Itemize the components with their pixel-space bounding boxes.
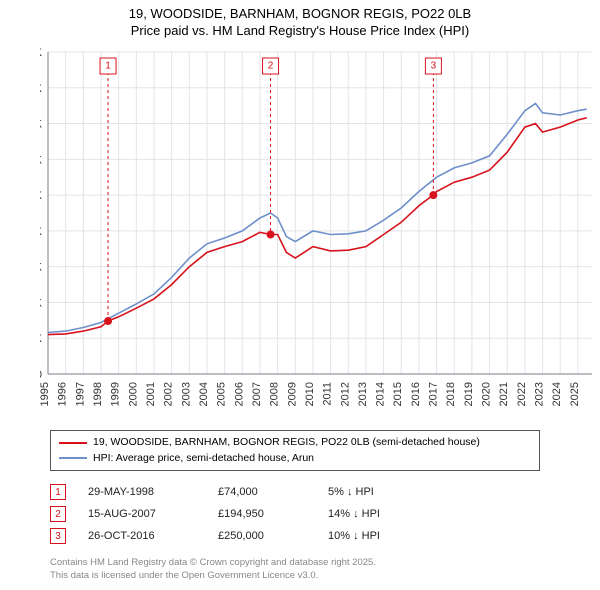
title-line-1: 19, WOODSIDE, BARNHAM, BOGNOR REGIS, PO2… bbox=[0, 6, 600, 23]
x-tick-label: 1996 bbox=[57, 382, 69, 406]
x-tick-label: 2013 bbox=[357, 382, 369, 406]
sale-date: 29-MAY-1998 bbox=[88, 486, 218, 498]
footer-line-1: Contains HM Land Registry data © Crown c… bbox=[50, 557, 600, 569]
x-tick-label: 2025 bbox=[569, 382, 581, 406]
x-tick-label: 2016 bbox=[410, 382, 422, 406]
x-tick-label: 2006 bbox=[233, 382, 245, 406]
x-tick-label: 2001 bbox=[145, 382, 157, 406]
x-tick-label: 2011 bbox=[322, 382, 334, 406]
sale-marker: 1 bbox=[50, 484, 66, 500]
sale-diff: 5% ↓ HPI bbox=[328, 486, 418, 498]
x-tick-label: 2021 bbox=[498, 382, 510, 406]
x-tick-label: 2019 bbox=[463, 382, 475, 406]
x-tick-label: 1998 bbox=[92, 382, 104, 406]
marker-dot-3 bbox=[429, 191, 437, 199]
sale-row-2: 2 15-AUG-2007£194,95014% ↓ HPI bbox=[50, 503, 540, 525]
sale-row-3: 3 26-OCT-2016£250,00010% ↓ HPI bbox=[50, 525, 540, 547]
y-tick-label: £200K bbox=[40, 226, 43, 238]
sale-date: 15-AUG-2007 bbox=[88, 508, 218, 520]
sale-price: £74,000 bbox=[218, 486, 328, 498]
sale-price: £194,950 bbox=[218, 508, 328, 520]
x-tick-label: 2003 bbox=[180, 382, 192, 406]
chart-area: £0 £50K £100K £150K £200K £250K £300K £350K £400… bbox=[40, 44, 600, 424]
y-tick-label: £0 bbox=[40, 369, 42, 381]
page-root: 19, WOODSIDE, BARNHAM, BOGNOR REGIS, PO2… bbox=[0, 0, 600, 582]
x-tick-label: 2017 bbox=[428, 382, 440, 406]
legend-box: 19, WOODSIDE, BARNHAM, BOGNOR REGIS, PO2… bbox=[50, 430, 540, 472]
y-tick-label: £150K bbox=[40, 261, 43, 273]
legend-label: 19, WOODSIDE, BARNHAM, BOGNOR REGIS, PO2… bbox=[93, 435, 480, 451]
y-tick-label: £350K bbox=[40, 118, 43, 130]
x-tick-label: 2012 bbox=[339, 382, 351, 406]
marker-label-1: 1 bbox=[105, 60, 111, 71]
x-tick-label: 2014 bbox=[375, 382, 387, 406]
sale-price: £250,000 bbox=[218, 530, 328, 542]
x-tick-label: 2008 bbox=[269, 382, 281, 406]
chart-svg: £0 £50K £100K £150K £200K £250K £300K £350K £400… bbox=[40, 44, 600, 424]
legend-row-1: HPI: Average price, semi-detached house,… bbox=[59, 451, 531, 467]
sale-marker: 2 bbox=[50, 506, 66, 522]
sale-marker: 3 bbox=[50, 528, 66, 544]
x-tick-label: 2015 bbox=[392, 382, 404, 406]
x-tick-label: 2023 bbox=[534, 382, 546, 406]
x-tick-label: 2022 bbox=[516, 382, 528, 406]
x-tick-label: 1997 bbox=[74, 382, 86, 406]
legend-swatch bbox=[59, 442, 87, 444]
x-tick-label: 2004 bbox=[198, 382, 210, 406]
legend-swatch bbox=[59, 457, 87, 459]
x-tick-label: 1995 bbox=[40, 382, 51, 406]
y-tick-label: £400K bbox=[40, 83, 43, 95]
x-tick-label: 2000 bbox=[127, 382, 139, 406]
x-tick-label: 2010 bbox=[304, 382, 316, 406]
footer-note: Contains HM Land Registry data © Crown c… bbox=[50, 557, 600, 582]
sale-diff: 14% ↓ HPI bbox=[328, 508, 418, 520]
sale-row-1: 1 29-MAY-1998£74,0005% ↓ HPI bbox=[50, 481, 540, 503]
x-tick-label: 1999 bbox=[110, 382, 122, 406]
x-tick-label: 2007 bbox=[251, 382, 263, 406]
x-tick-label: 2002 bbox=[163, 382, 175, 406]
title-line-2: Price paid vs. HM Land Registry's House … bbox=[0, 23, 600, 40]
y-tick-label: £300K bbox=[40, 154, 43, 166]
marker-label-3: 3 bbox=[431, 60, 437, 71]
marker-dot-2 bbox=[267, 230, 275, 238]
series-hpi bbox=[48, 103, 587, 332]
x-tick-label: 2020 bbox=[481, 382, 493, 406]
y-tick-label: £100K bbox=[40, 297, 43, 309]
sales-table: 1 29-MAY-1998£74,0005% ↓ HPI 2 15-AUG-2007£… bbox=[50, 481, 540, 547]
x-tick-label: 2005 bbox=[216, 382, 228, 406]
x-tick-label: 2009 bbox=[286, 382, 298, 406]
y-tick-label: £450K bbox=[40, 47, 43, 59]
x-tick-label: 2024 bbox=[551, 382, 563, 406]
y-tick-label: £50K bbox=[40, 333, 43, 345]
marker-dot-1 bbox=[104, 317, 112, 325]
legend-row-0: 19, WOODSIDE, BARNHAM, BOGNOR REGIS, PO2… bbox=[59, 435, 531, 451]
legend-label: HPI: Average price, semi-detached house,… bbox=[93, 451, 314, 467]
x-tick-label: 2018 bbox=[445, 382, 457, 406]
title-block: 19, WOODSIDE, BARNHAM, BOGNOR REGIS, PO2… bbox=[0, 0, 600, 44]
footer-line-2: This data is licensed under the Open Gov… bbox=[50, 570, 600, 582]
y-tick-label: £250K bbox=[40, 190, 43, 202]
sale-diff: 10% ↓ HPI bbox=[328, 530, 418, 542]
marker-label-2: 2 bbox=[268, 60, 274, 71]
sale-date: 26-OCT-2016 bbox=[88, 530, 218, 542]
legend: 19, WOODSIDE, BARNHAM, BOGNOR REGIS, PO2… bbox=[50, 430, 540, 472]
